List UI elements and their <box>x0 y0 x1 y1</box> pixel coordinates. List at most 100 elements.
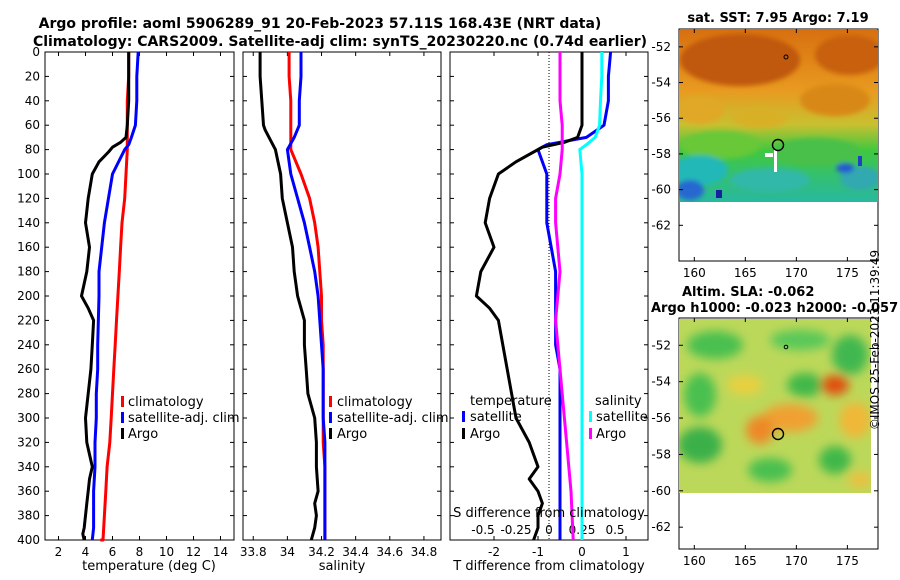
legend-swatch-temp-satellite <box>462 411 465 422</box>
depth-tick-label: 400 <box>17 533 40 547</box>
difference-series <box>474 51 613 541</box>
x-tick-label: 10 <box>159 545 174 559</box>
depth-tick-label: 80 <box>25 143 40 157</box>
x-tick-label: -1 <box>532 545 544 559</box>
legend-sal-satellite-label: satellite <box>596 410 648 425</box>
legend-swatch-temp-argo <box>462 428 465 439</box>
depth-tick-label: 100 <box>17 167 40 181</box>
map-y-tick-label: -54 <box>651 76 671 90</box>
sst-map-panel: sat. SST: 7.95 Argo: 7.19 <box>651 11 879 280</box>
x-tick-label: 6 <box>109 545 117 559</box>
sst-map-y-axis: -52 -54 -56 -58 -60 -62 <box>651 40 878 232</box>
legend-climatology-label: climatology <box>128 395 204 410</box>
x-tick-label: 0 <box>578 545 586 559</box>
difference-panel: -2 -1 0 1 -0.5 -0.25 0 0.25 0.5 T difference fr… <box>449 51 649 574</box>
argo-location-marker <box>771 427 785 441</box>
depth-tick-label: 360 <box>17 484 40 498</box>
sla-map-y-axis: -52 -54 -56 -58 -60 -62 <box>651 338 878 534</box>
series-line-climatology <box>100 52 131 542</box>
top-tick-label: -0.25 <box>500 523 531 537</box>
map-x-tick-label: 160 <box>683 554 706 568</box>
top-tick-label: -0.5 <box>471 523 494 537</box>
watermark-text: ©IMOS 25-Feb-2023 11:39:49 <box>868 249 882 431</box>
sla-map-title-line2: Argo h1000: -0.023 h2000: -0.057 <box>651 301 898 316</box>
salinity-plot-frame <box>242 51 442 541</box>
map-y-tick-label: -58 <box>651 147 671 161</box>
reference-point-marker <box>783 344 789 350</box>
depth-tick-label: 240 <box>17 338 40 352</box>
sst-heatmap <box>679 30 878 202</box>
map-y-tick-label: -60 <box>651 484 671 498</box>
x-tick-label: 34.2 <box>308 545 335 559</box>
map-y-tick-label: -62 <box>651 520 671 534</box>
legend-temp-satellite-label: satellite <box>470 410 522 425</box>
depth-axis: 0 20 40 60 80 100 120 140 160 180 200 220 240 260 280 3… <box>17 45 234 547</box>
legend-argo-label: Argo <box>337 427 367 442</box>
difference-legend: temperature salinity satellite Argo sate… <box>462 394 648 442</box>
map-y-tick-label: -54 <box>651 375 671 389</box>
depth-tick-label: 260 <box>17 362 40 376</box>
x-tick-label: 8 <box>136 545 144 559</box>
legend-swatch-climatology <box>121 396 124 407</box>
top-tick-label: 0 <box>545 523 553 537</box>
map-y-tick-label: -60 <box>651 183 671 197</box>
temperature-series <box>80 51 140 542</box>
depth-tick-label: 220 <box>17 313 40 327</box>
figure-title-line2: Climatology: CARS2009. Satellite-adj cli… <box>33 34 647 50</box>
map-y-tick-label: -56 <box>651 111 671 125</box>
series-line-temperature-satellite <box>536 51 613 540</box>
temperature-plot-frame <box>44 51 235 541</box>
sla-map-x-axis: 160 165 170 175 <box>683 318 859 568</box>
legend-header-salinity: salinity <box>595 394 642 409</box>
x-tick-label: 12 <box>186 545 201 559</box>
temperature-panel: 0 20 40 60 80 100 120 140 160 180 200 220 240 260 280 3… <box>17 45 240 574</box>
x-tick-label: 33.8 <box>240 545 267 559</box>
x-tick-label: 4 <box>82 545 90 559</box>
series-line-satellite-adj-clim <box>285 52 327 540</box>
legend-satellite-adj-label: satellite-adj. clim <box>128 411 240 426</box>
x-tick-label: -2 <box>488 545 500 559</box>
sla-map-panel: Altim. SLA: -0.062 Argo h1000: -0.023 h2… <box>651 285 898 568</box>
salinity-series <box>258 52 327 541</box>
x-tick-label: 14 <box>213 545 228 559</box>
figure-title-line1: Argo profile: aoml 5906289_91 20-Feb-202… <box>39 16 602 32</box>
legend-temp-argo-label: Argo <box>470 427 500 442</box>
legend-swatch-climatology <box>329 396 332 407</box>
depth-tick-label: 340 <box>17 460 40 474</box>
legend-header-temperature: temperature <box>470 394 552 409</box>
map-x-tick-label: 175 <box>836 554 859 568</box>
legend-argo-label: Argo <box>128 427 158 442</box>
depth-tick-label: 320 <box>17 435 40 449</box>
difference-axis-label: T difference from climatology <box>452 559 645 574</box>
x-tick-label: 34.8 <box>411 545 438 559</box>
x-tick-label: 34.6 <box>376 545 403 559</box>
temperature-axis-label: temperature (deg C) <box>82 559 216 574</box>
salinity-legend: climatology satellite-adj. clim Argo <box>329 395 449 442</box>
sla-map-title-line1: Altim. SLA: -0.062 <box>682 285 814 300</box>
depth-tick-label: 40 <box>25 94 40 108</box>
map-x-tick-label: 165 <box>734 554 757 568</box>
depth-tick-label: 200 <box>17 289 40 303</box>
map-y-tick-label: -52 <box>651 40 671 54</box>
x-tick-label: 2 <box>55 545 63 559</box>
depth-tick-label: 380 <box>17 509 40 523</box>
x-tick-label: 34.4 <box>342 545 369 559</box>
sst-map-x-axis: 160 165 170 175 <box>683 29 859 280</box>
legend-swatch-argo <box>329 428 332 439</box>
map-x-tick-label: 175 <box>836 266 859 280</box>
salinity-axis-label: salinity <box>319 559 366 574</box>
depth-tick-label: 140 <box>17 216 40 230</box>
temperature-legend: climatology satellite-adj. clim Argo <box>121 395 240 442</box>
map-x-tick-label: 170 <box>785 554 808 568</box>
depth-tick-label: 300 <box>17 411 40 425</box>
depth-tick-label: 120 <box>17 191 40 205</box>
legend-swatch-satellite-adj <box>329 412 332 423</box>
legend-swatch-sal-satellite <box>589 411 592 422</box>
depth-tick-label: 160 <box>17 240 40 254</box>
map-y-tick-label: -56 <box>651 411 671 425</box>
series-line-salinity-argo <box>554 52 575 541</box>
salinity-difference-label: S difference from climatology <box>453 506 645 521</box>
series-line-satellite-adj-clim <box>90 51 140 541</box>
sst-map-title: sat. SST: 7.95 Argo: 7.19 <box>687 11 868 26</box>
